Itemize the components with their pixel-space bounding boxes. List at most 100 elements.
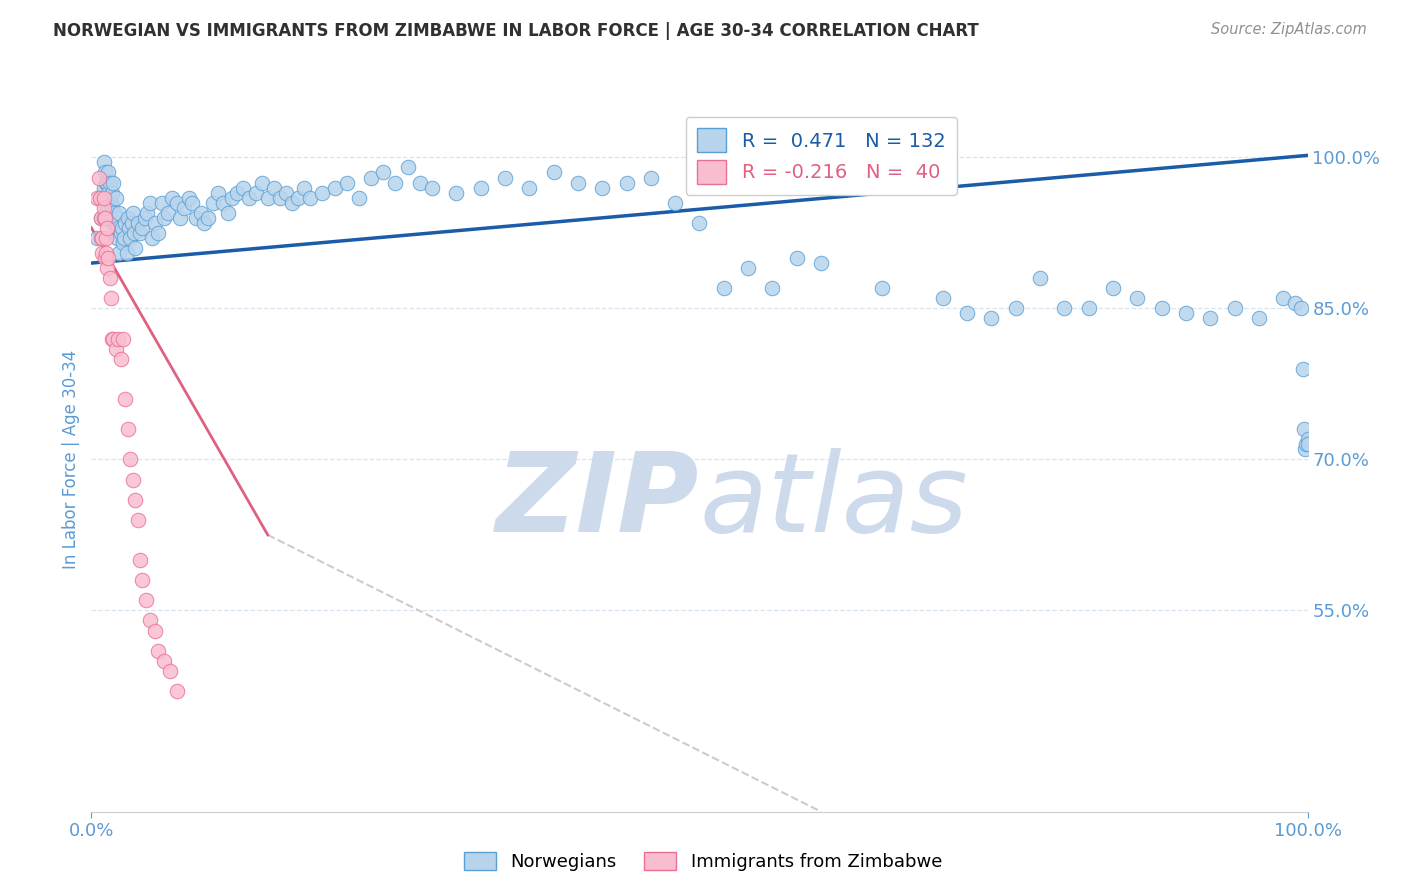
Point: [89, 191, 111, 205]
Point: [98, 271, 121, 285]
Point: [1223, 301, 1246, 316]
Point: [184, 211, 207, 225]
Point: [97, 165, 120, 179]
Point: [112, 231, 135, 245]
Point: [1199, 311, 1222, 326]
Point: [226, 186, 249, 200]
Point: [98, 191, 121, 205]
Point: [360, 170, 382, 185]
Point: [153, 654, 176, 668]
Point: [97, 251, 120, 265]
Point: [207, 186, 229, 200]
Point: [543, 165, 565, 179]
Point: [111, 235, 134, 250]
Point: [96, 220, 118, 235]
Point: [131, 220, 153, 235]
Point: [121, 473, 143, 487]
Point: [94, 211, 117, 225]
Point: [238, 191, 260, 205]
Point: [336, 176, 359, 190]
Point: [1247, 311, 1270, 326]
Point: [931, 291, 953, 305]
Point: [141, 231, 163, 245]
Point: [91, 246, 114, 260]
Point: [591, 180, 613, 194]
Point: [1004, 301, 1026, 316]
Point: [118, 220, 141, 235]
Point: [688, 216, 710, 230]
Point: [103, 206, 125, 220]
Point: [347, 191, 370, 205]
Point: [470, 180, 492, 194]
Point: [761, 281, 783, 295]
Point: [103, 332, 125, 346]
Point: [616, 176, 638, 190]
Point: [122, 226, 145, 240]
Point: [124, 492, 146, 507]
Point: [737, 261, 759, 276]
Point: [269, 191, 291, 205]
Point: [517, 180, 540, 194]
Point: [120, 231, 142, 245]
Point: [104, 216, 127, 230]
Point: [114, 392, 136, 406]
Point: [311, 186, 333, 200]
Y-axis label: In Labor Force | Age 30-34: In Labor Force | Age 30-34: [62, 350, 80, 569]
Point: [1294, 442, 1316, 457]
Point: [256, 191, 278, 205]
Point: [101, 332, 124, 346]
Point: [1296, 437, 1319, 451]
Point: [110, 351, 132, 366]
Text: NORWEGIAN VS IMMIGRANTS FROM ZIMBABWE IN LABOR FORCE | AGE 30-34 CORRELATION CHA: NORWEGIAN VS IMMIGRANTS FROM ZIMBABWE IN…: [53, 22, 979, 40]
Point: [250, 176, 273, 190]
Point: [101, 186, 124, 200]
Point: [217, 206, 239, 220]
Point: [786, 251, 808, 265]
Point: [211, 195, 233, 210]
Point: [202, 195, 225, 210]
Point: [94, 165, 117, 179]
Point: [232, 180, 254, 194]
Point: [104, 191, 127, 205]
Point: [94, 176, 117, 190]
Point: [166, 195, 188, 210]
Point: [117, 422, 139, 436]
Point: [100, 211, 122, 225]
Point: [1175, 306, 1198, 320]
Legend: Norwegians, Immigrants from Zimbabwe: Norwegians, Immigrants from Zimbabwe: [457, 845, 949, 879]
Point: [1053, 301, 1076, 316]
Point: [93, 201, 115, 215]
Point: [108, 206, 131, 220]
Legend: R =  0.471   N = 132, R = -0.216   N =  40: R = 0.471 N = 132, R = -0.216 N = 40: [686, 117, 957, 195]
Point: [1296, 432, 1319, 446]
Point: [177, 191, 200, 205]
Point: [131, 573, 153, 587]
Point: [299, 191, 322, 205]
Point: [1292, 422, 1315, 436]
Point: [274, 186, 297, 200]
Point: [98, 176, 121, 190]
Point: [384, 176, 406, 190]
Point: [91, 191, 114, 205]
Point: [409, 176, 432, 190]
Point: [90, 211, 112, 225]
Point: [90, 231, 112, 245]
Point: [114, 216, 136, 230]
Point: [664, 195, 686, 210]
Point: [221, 191, 243, 205]
Point: [115, 246, 138, 260]
Point: [93, 155, 115, 169]
Point: [124, 241, 146, 255]
Point: [111, 220, 134, 235]
Point: [127, 513, 149, 527]
Point: [193, 216, 215, 230]
Text: atlas: atlas: [699, 448, 969, 555]
Point: [121, 206, 143, 220]
Point: [134, 211, 156, 225]
Point: [110, 226, 132, 240]
Point: [94, 251, 117, 265]
Point: [190, 206, 212, 220]
Point: [156, 206, 179, 220]
Point: [104, 342, 127, 356]
Point: [97, 186, 120, 200]
